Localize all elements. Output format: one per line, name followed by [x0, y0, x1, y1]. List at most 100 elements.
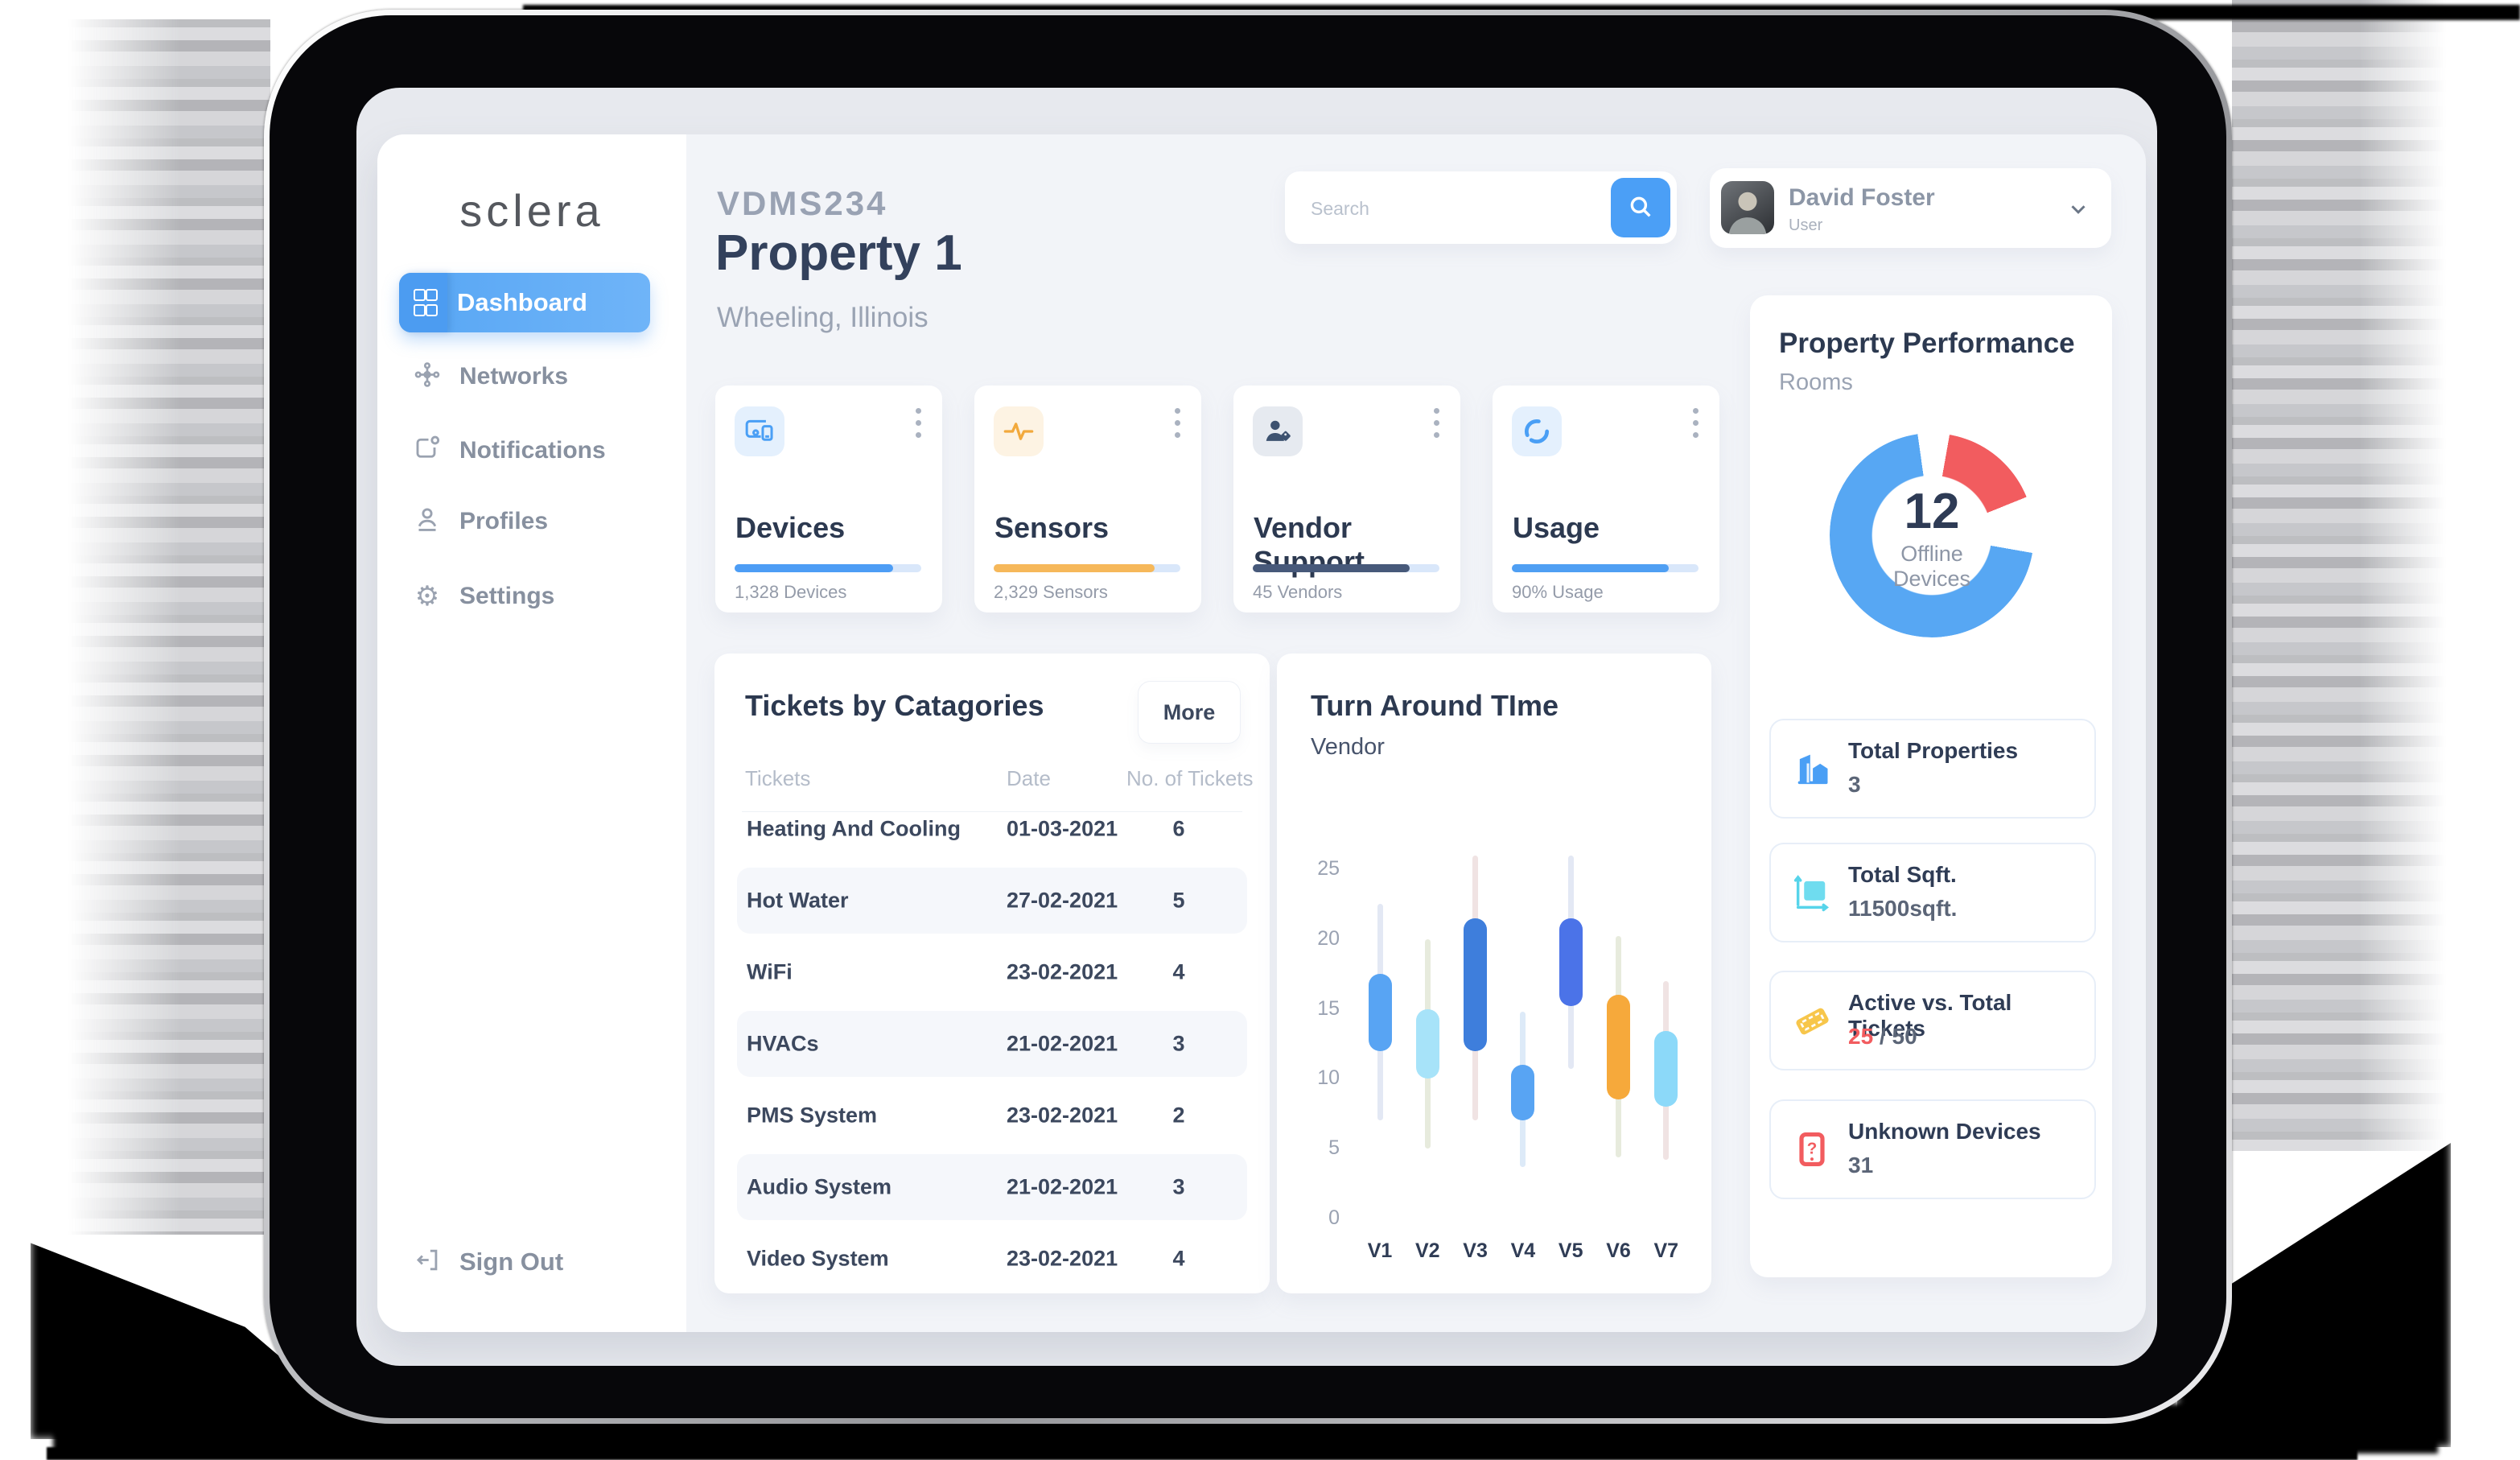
tablet-frame: sclera Dashboard [264, 10, 2232, 1424]
buildings-icon [1790, 747, 1834, 790]
candle-body [1607, 995, 1630, 1100]
ticket-icon [1790, 999, 1834, 1042]
search-button[interactable] [1611, 178, 1670, 237]
card-menu-button[interactable] [1693, 408, 1699, 438]
property-code: VDMS234 [717, 184, 888, 222]
tile-value: 3 [1848, 772, 1861, 797]
stat-card-title: Usage [1513, 511, 1600, 544]
y-tick-label: 25 [1317, 857, 1340, 880]
table-row[interactable]: WiFi 23-02-2021 4 [737, 939, 1247, 1005]
area-icon [1790, 871, 1834, 914]
tickets-card: Tickets by Catagories More Tickets Date … [714, 654, 1270, 1293]
column-header-tickets: Tickets [745, 766, 811, 790]
ticket-date: 23-02-2021 [1007, 959, 1118, 984]
sidebar-item-profiles[interactable]: Profiles [377, 492, 686, 551]
sidebar-item-label: Settings [459, 583, 555, 609]
sidebar-item-notifications[interactable]: Notifications [377, 421, 686, 480]
candle-body [1464, 918, 1488, 1051]
table-row[interactable]: HVACs 21-02-2021 3 [737, 1011, 1247, 1077]
sidebar-item-label: Notifications [459, 437, 606, 464]
ticket-count: 3 [1172, 1174, 1185, 1199]
user-menu[interactable]: David Foster User [1710, 168, 2111, 248]
progress-fill [1253, 564, 1410, 572]
vendor-person-icon [1253, 406, 1303, 456]
table-row[interactable]: Video System 23-02-2021 4 [737, 1226, 1247, 1292]
main-content: VDMS234 Property 1 Wheeling, Illinois [686, 134, 2146, 1332]
search-bar [1285, 171, 1677, 245]
ticket-category: Heating And Cooling [747, 816, 961, 841]
sidebar: sclera Dashboard [377, 134, 686, 1332]
progress-fill [994, 564, 1155, 572]
total-tickets-value: / 50 [1873, 1024, 1917, 1049]
stat-card-title: Sensors [994, 511, 1110, 544]
stat-card-title: Devices [735, 511, 846, 544]
background-streak-bottom [47, 1447, 2357, 1460]
sign-out-icon [414, 1247, 442, 1278]
tile-label: Unknown Devices [1848, 1119, 2041, 1144]
tile-label: Total Sqft. [1848, 862, 1957, 887]
stat-card-title: Vendor Support [1254, 511, 1365, 578]
background-smear-left [68, 19, 270, 1235]
svg-text:?: ? [1807, 1140, 1818, 1158]
sensors-icon [994, 406, 1044, 456]
sidebar-item-dashboard[interactable]: Dashboard [399, 273, 650, 332]
sidebar-item-settings[interactable]: ⚙ Settings [377, 567, 686, 626]
ticket-count: 6 [1172, 816, 1185, 841]
card-menu-button[interactable] [1175, 408, 1180, 438]
x-tick-label: V1 [1367, 1239, 1393, 1262]
card-menu-button[interactable] [1434, 408, 1439, 438]
sign-out-label: Sign Out [459, 1248, 564, 1276]
search-icon [1627, 193, 1654, 223]
table-divider [742, 811, 1242, 812]
ticket-date: 27-02-2021 [1007, 888, 1118, 913]
performance-subtitle: Rooms [1779, 369, 1853, 395]
x-tick-label: V7 [1653, 1239, 1679, 1262]
candle-body [1559, 918, 1583, 1007]
total-properties-tile: Total Properties 3 [1769, 719, 2096, 819]
y-tick-label: 10 [1317, 1066, 1340, 1090]
table-row[interactable]: Audio System 21-02-2021 3 [737, 1154, 1247, 1220]
tile-label: Active vs. Total Tickets [1848, 990, 2012, 1041]
turn-around-time-card: Turn Around TIme Vendor 0 5 10 15 20 25 V1 V2 V3… [1277, 654, 1711, 1293]
ticket-date: 01-03-2021 [1007, 816, 1118, 841]
dashboard-app: sclera Dashboard [377, 134, 2146, 1332]
network-hub-icon [413, 361, 442, 394]
active-item-accent [399, 273, 447, 332]
page-title: Property 1 [715, 225, 962, 281]
sidebar-item-networks[interactable]: Networks [377, 347, 686, 406]
sign-out-button[interactable]: Sign Out [377, 1239, 686, 1285]
table-row[interactable]: PMS System 23-02-2021 2 [737, 1083, 1247, 1149]
candle-body [1415, 1008, 1439, 1079]
tablet-bezel: sclera Dashboard [270, 15, 2226, 1418]
progress-fill [735, 564, 894, 572]
usage-sync-icon [1512, 406, 1562, 456]
candle-body [1654, 1031, 1678, 1107]
notification-device-icon [413, 435, 442, 468]
x-tick-label: V3 [1463, 1239, 1488, 1262]
ticket-category: WiFi [747, 959, 793, 984]
user-name: David Foster [1789, 184, 1935, 211]
candle-body [1368, 974, 1392, 1051]
more-button[interactable]: More [1138, 681, 1241, 744]
tile-value: 11500sqft. [1848, 896, 1958, 921]
stat-card-usage: Usage 90% Usage [1493, 386, 1719, 612]
ticket-count: 3 [1172, 1031, 1185, 1056]
offline-devices-count: 12 [1904, 484, 1960, 539]
ticket-category: PMS System [747, 1103, 878, 1128]
ticket-category: Audio System [747, 1174, 892, 1199]
progress-track [735, 564, 921, 572]
stat-card-sensors: Sensors 2,329 Sensors [974, 386, 1201, 612]
ticket-date: 21-02-2021 [1007, 1174, 1118, 1199]
progress-track [1253, 564, 1439, 572]
x-tick-label: V6 [1606, 1239, 1631, 1262]
stat-card-caption: 90% Usage [1512, 582, 1604, 602]
tile-value: 31 [1848, 1153, 1874, 1177]
table-row[interactable]: Hot Water 27-02-2021 5 [737, 868, 1247, 934]
table-row[interactable]: Heating And Cooling 01-03-2021 6 [737, 796, 1247, 862]
stat-card-caption: 1,328 Devices [735, 582, 847, 602]
chevron-down-icon [2066, 197, 2090, 225]
search-input[interactable] [1309, 171, 1594, 245]
tickets-table-body: Heating And Cooling 01-03-2021 6 Hot Wat… [737, 796, 1247, 1297]
card-menu-button[interactable] [916, 408, 921, 438]
ticket-date: 23-02-2021 [1007, 1103, 1118, 1128]
